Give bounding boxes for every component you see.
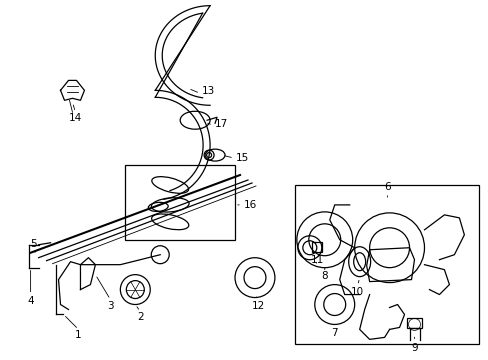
Text: 13: 13 (201, 86, 214, 96)
Text: 3: 3 (107, 301, 114, 311)
Text: 7: 7 (331, 328, 337, 338)
Text: 10: 10 (350, 287, 364, 297)
Bar (311, 242, 321, 252)
Text: 11: 11 (310, 255, 324, 265)
Bar (406, 319, 422, 328)
Text: 8: 8 (321, 271, 327, 281)
Bar (294, 185, 478, 345)
Text: 1: 1 (75, 330, 81, 341)
Text: 16: 16 (243, 200, 256, 210)
Text: 4: 4 (27, 296, 34, 306)
Text: 6: 6 (384, 182, 390, 192)
Text: 14: 14 (69, 113, 82, 123)
Bar (125, 165, 235, 240)
Text: 12: 12 (251, 301, 264, 311)
Text: 5: 5 (30, 239, 37, 249)
Text: 15: 15 (235, 153, 248, 163)
Text: 2: 2 (137, 312, 143, 323)
Text: 17: 17 (214, 119, 227, 129)
Text: 9: 9 (410, 343, 417, 354)
